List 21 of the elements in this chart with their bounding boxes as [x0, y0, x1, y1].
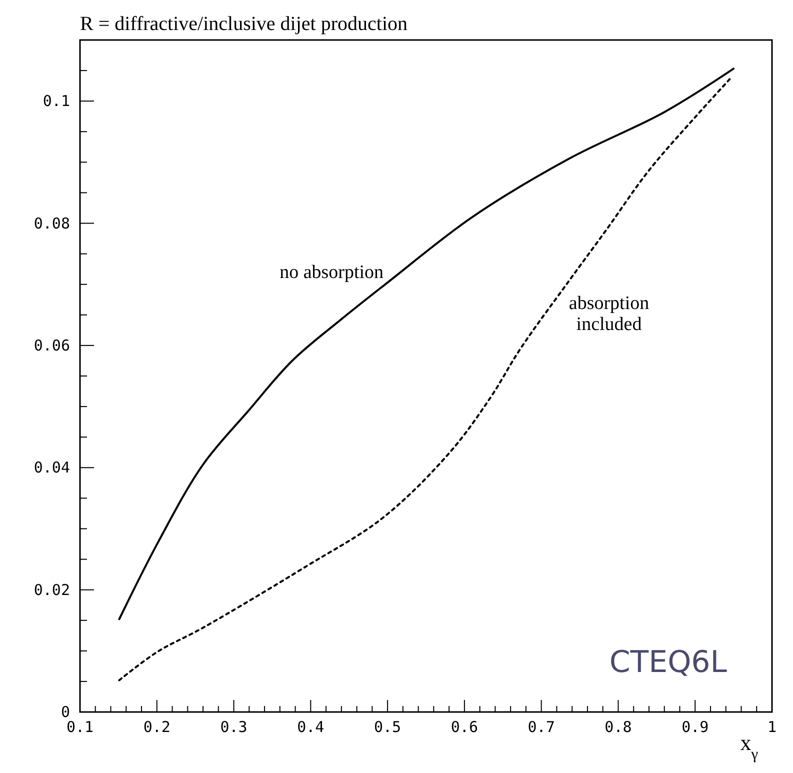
- x-tick-label: 0.3: [220, 718, 248, 736]
- y-tick-label: 0.06: [34, 336, 70, 354]
- x-tick-label: 1: [767, 718, 777, 736]
- x-tick-label: 0.5: [374, 718, 402, 736]
- x-tick-label: 0.6: [450, 718, 478, 736]
- x-tick-label: 0.8: [604, 718, 632, 736]
- x-tick-label: 0.1: [66, 718, 94, 736]
- y-tick-label: 0.02: [34, 580, 70, 599]
- y-tick-label: 0.08: [34, 214, 70, 232]
- annotation: no absorption: [280, 262, 384, 283]
- x-tick-label: 0.9: [682, 718, 709, 736]
- chart-title: R = diffractive/inclusive dijet production: [80, 13, 408, 35]
- y-tick-label: 0.04: [34, 458, 70, 477]
- x-axis-title: x$_{γ}$: [740, 730, 758, 762]
- annotation: CTEQ6L: [609, 645, 728, 680]
- x-tick-label: 0.2: [143, 718, 170, 736]
- x-tick-label: 0.4: [297, 718, 324, 736]
- x-tick-label: 0.7: [528, 718, 555, 736]
- y-tick-label: 0: [60, 703, 70, 721]
- y-tick-label: 0.1: [42, 92, 70, 110]
- annotation: absorption included: [568, 292, 650, 335]
